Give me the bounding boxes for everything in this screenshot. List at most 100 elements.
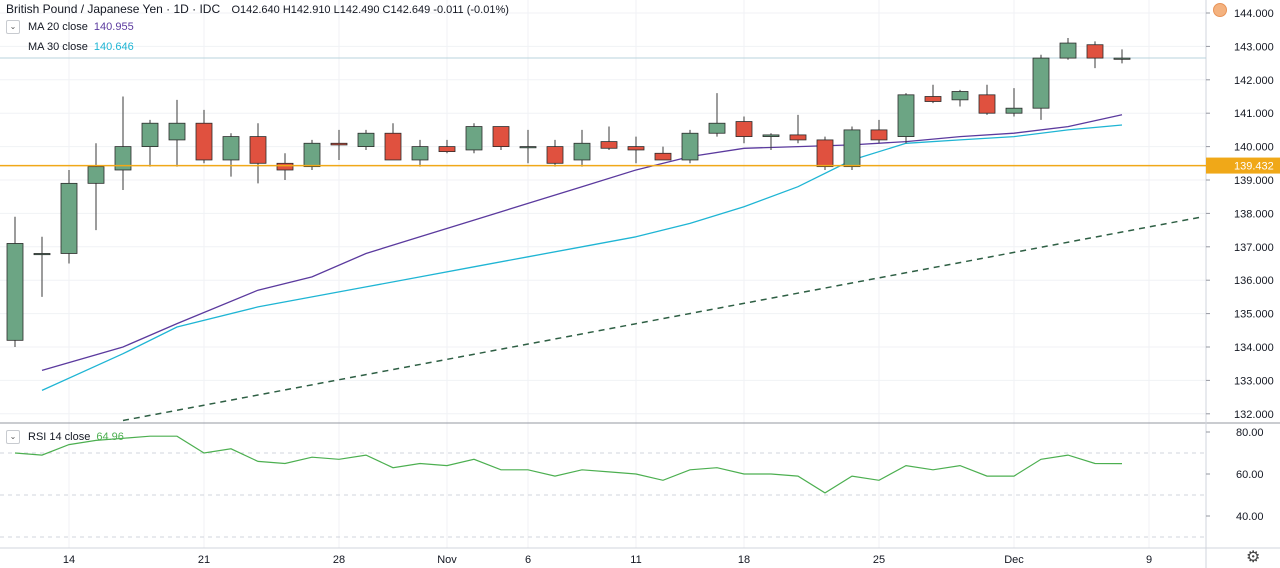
candle-body: [222, 136, 240, 161]
candle: [60, 169, 78, 264]
gear-icon[interactable]: ⚙: [1246, 549, 1261, 566]
rsi-tick-label: 80.00: [1236, 427, 1264, 439]
ma30-label: MA 30 close: [28, 41, 88, 53]
candle: [627, 136, 645, 164]
candle: [762, 133, 780, 150]
price-tick-label: 144.000: [1234, 8, 1274, 20]
price-tick-label: 143.000: [1234, 41, 1274, 53]
candle: [249, 123, 267, 184]
price-tick-label: 134.000: [1234, 342, 1274, 354]
candle-body: [978, 94, 996, 114]
price-tick-label: 140.000: [1234, 142, 1274, 154]
candle-body: [6, 243, 24, 341]
candle: [816, 136, 834, 170]
candle-body: [573, 142, 591, 161]
rsi-legend[interactable]: ⌄ RSI 14 close 64.96: [6, 428, 124, 446]
candle-body: [708, 122, 726, 134]
price-tick-label: 135.000: [1234, 309, 1274, 321]
candle: [897, 93, 915, 144]
time-tick-label: 25: [873, 554, 885, 566]
candle-body: [816, 139, 834, 168]
candle-body: [681, 132, 699, 161]
time-tick-label: Dec: [1004, 554, 1024, 566]
candle-body: [924, 96, 942, 102]
candle: [600, 126, 618, 150]
candle-body: [465, 126, 483, 151]
rsi-tick-label: 40.00: [1236, 511, 1264, 523]
time-tick-label: 11: [630, 554, 641, 566]
candle: [870, 119, 888, 144]
candle: [141, 119, 159, 167]
candle: [330, 129, 348, 160]
candle: [6, 216, 24, 347]
candle-body: [654, 152, 672, 161]
candle-body: [1086, 44, 1104, 59]
ma20-legend[interactable]: ⌄ MA 20 close 140.955: [6, 18, 134, 36]
candle: [708, 93, 726, 137]
rsi-pane[interactable]: [0, 435, 1206, 538]
candle: [1032, 54, 1050, 120]
candles[interactable]: [6, 38, 1131, 347]
price-tick-label: 142.000: [1234, 75, 1274, 87]
candle: [438, 139, 456, 154]
price-tick-label: 138.000: [1234, 208, 1274, 220]
candle-body: [303, 142, 321, 168]
candle: [195, 109, 213, 164]
candle: [735, 116, 753, 144]
candle-body: [411, 146, 429, 161]
price-axis[interactable]: 132.000 133.000 134.000 135.000 136.000 137.0…: [1206, 8, 1274, 523]
candle-body: [87, 166, 105, 184]
candle: [978, 84, 996, 115]
time-tick-label: 6: [525, 554, 531, 566]
candle: [654, 146, 672, 161]
candle: [87, 143, 105, 231]
ma20-value: 140.955: [93, 21, 134, 33]
candle-body: [492, 126, 510, 147]
moving-averages: [41, 114, 1123, 391]
candle-body: [1059, 42, 1077, 59]
chevron-down-icon[interactable]: ⌄: [6, 20, 20, 34]
candle-body: [951, 91, 969, 101]
candle: [492, 126, 510, 150]
candle-body: [195, 122, 213, 161]
time-tick-label: 14: [63, 554, 75, 566]
ma30-value: 140.646: [93, 41, 134, 53]
candle-body: [762, 134, 780, 137]
candle: [924, 84, 942, 104]
candle: [1005, 88, 1023, 117]
symbol-title: British Pound / Japanese Yen · 1D · IDC: [6, 2, 221, 16]
ma30-legend[interactable]: MA 30 close 140.646: [6, 38, 134, 56]
rsi-value: 64.96: [96, 431, 124, 443]
time-axis[interactable]: 14 21 28 Nov 6 11 18 25 Dec 9: [63, 554, 1152, 566]
candle: [168, 99, 186, 167]
alert-dot-icon[interactable]: [1213, 3, 1227, 17]
candle-body: [600, 141, 618, 149]
candle-body: [1032, 57, 1050, 109]
candle-body: [1113, 57, 1131, 60]
price-tick-label: 133.000: [1234, 375, 1274, 387]
candle: [519, 129, 537, 164]
price-tick-label: 136.000: [1234, 275, 1274, 287]
price-tick-label: 139.000: [1234, 175, 1274, 187]
support-line-layer: 139.432: [0, 157, 1280, 174]
price-tick-label: 137.000: [1234, 242, 1274, 254]
candle: [33, 236, 51, 297]
candle-body: [1005, 107, 1023, 114]
rsi-label: RSI 14 close: [28, 431, 91, 443]
candle-body: [438, 146, 456, 153]
candle-body: [33, 253, 51, 256]
ohlc-readout: O142.640 H142.910 L142.490 C142.649 -0.0…: [231, 4, 509, 16]
candle: [114, 96, 132, 191]
chevron-down-icon[interactable]: ⌄: [6, 430, 20, 444]
candle-body: [627, 146, 645, 151]
candle-body: [546, 146, 564, 164]
candle: [951, 89, 969, 107]
time-tick-label: Nov: [437, 554, 457, 566]
candle: [465, 123, 483, 154]
chart-header: British Pound / Japanese Yen · 1D · IDC …: [6, 2, 509, 16]
time-tick-label: 21: [198, 554, 210, 566]
candle-body: [519, 146, 537, 149]
time-tick-label: 18: [738, 554, 750, 566]
candle-body: [843, 129, 861, 168]
